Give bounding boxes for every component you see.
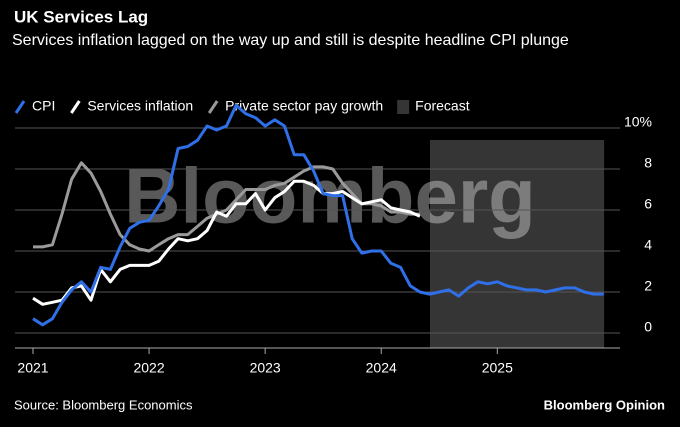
series-line	[32, 103, 604, 327]
series-line	[33, 161, 420, 253]
brand: Bloomberg Opinion	[544, 397, 665, 412]
x-tick-label: 2023	[250, 360, 281, 376]
chart-subtitle: Services inflation lagged on the way up …	[12, 32, 569, 49]
y-tick-label: 4	[644, 237, 652, 253]
source: Source: Bloomberg Economics	[14, 397, 193, 412]
forecast-layer	[429, 140, 605, 348]
subtitle-box: Services inflation lagged on the way up …	[12, 32, 569, 49]
legend-label: Private sector pay growth	[225, 98, 383, 114]
legend-label: Forecast	[415, 98, 470, 114]
y-tick-label: 6	[644, 196, 652, 212]
legend-swatch	[14, 100, 26, 114]
chart-title: UK Services Lag	[14, 7, 148, 26]
y-tick-label: 0	[644, 319, 652, 335]
x-tick-label: 2022	[133, 360, 164, 376]
legend-swatch	[70, 100, 81, 114]
legend-swatch	[207, 100, 219, 114]
legend-label: Services inflation	[87, 98, 193, 114]
x-tick-label: 2025	[482, 360, 513, 376]
x-tick-label: 2024	[366, 360, 397, 376]
forecast-region	[429, 140, 605, 348]
plot: 0 2 4 6 8 10% 2021 2022 2023 2024 2025	[15, 103, 652, 376]
x-tick-label: 2021	[17, 360, 48, 376]
legend-swatch	[397, 100, 410, 114]
y-tick-label: 8	[644, 155, 652, 171]
legend: CPI Services inflation Private sector pay …	[14, 98, 470, 114]
y-tick-label: 10%	[624, 114, 652, 130]
legend-label: CPI	[32, 98, 55, 114]
y-tick-label: 2	[644, 278, 652, 294]
